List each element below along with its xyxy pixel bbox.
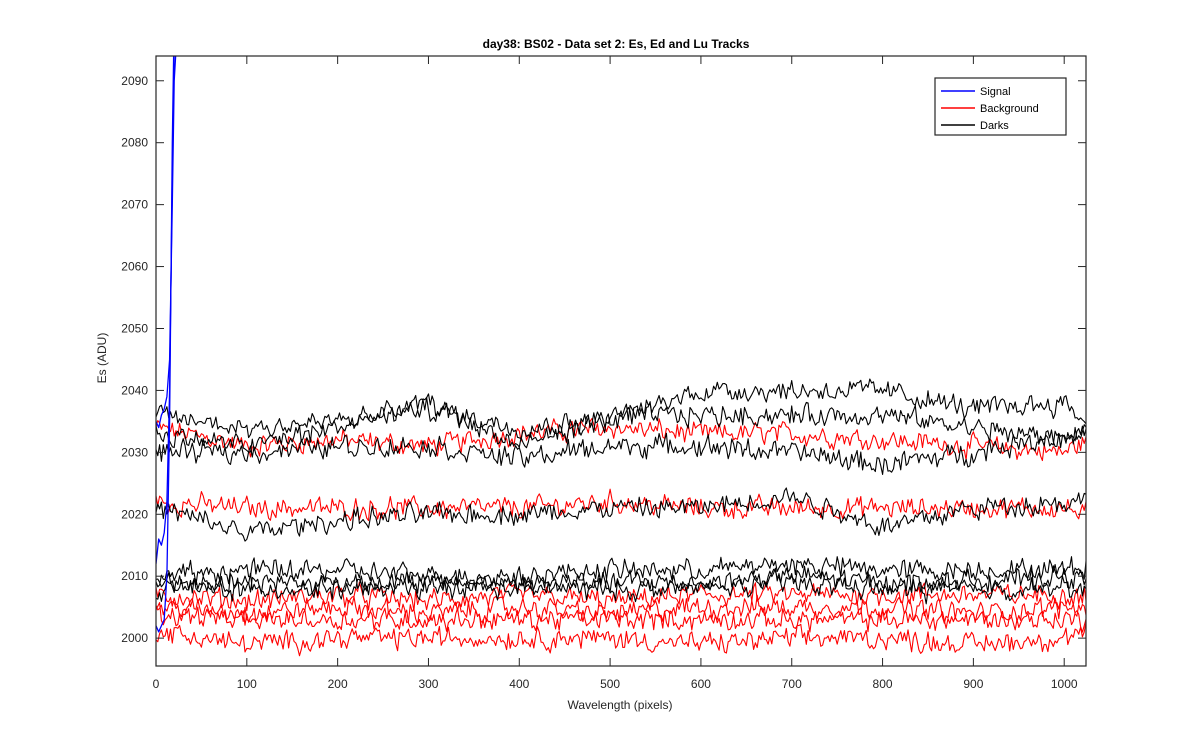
y-tick-label: 2000 — [121, 631, 148, 645]
x-tick-label: 0 — [153, 677, 160, 691]
y-tick-label: 2080 — [121, 136, 148, 150]
legend-label-background: Background — [980, 103, 1039, 115]
plot-frame — [155, 55, 1087, 667]
legend-box — [934, 77, 1067, 136]
y-tick-label: 2070 — [121, 198, 148, 212]
legend: Signal Background Darks — [934, 77, 1067, 136]
series-line-darks-11 — [156, 425, 1086, 475]
y-tick-label: 2050 — [121, 321, 148, 335]
series-line-darks-13 — [156, 556, 1086, 591]
x-tick-label: 300 — [418, 677, 438, 691]
x-tick-label: 200 — [328, 677, 348, 691]
plot-area — [156, 56, 1086, 666]
y-tick-label: 2030 — [121, 445, 148, 459]
legend-label-signal: Signal — [980, 86, 1011, 98]
chart-title: day38: BS02 - Data set 2: Es, Ed and Lu … — [483, 37, 750, 51]
y-axis-label: Es (ADU) — [95, 333, 109, 384]
series-line-signal-0 — [156, 56, 177, 429]
series-line-background-4 — [156, 488, 1086, 522]
ticks-layer: 0 100 200 300 400 500 600 700 800 900 1000 2000 2010… — [121, 56, 1086, 691]
series-line-signal-2 — [156, 56, 175, 633]
series-line-background-5 — [156, 581, 1086, 612]
x-tick-label: 500 — [600, 677, 620, 691]
series-line-darks-12 — [156, 487, 1086, 542]
series-line-background-7 — [156, 602, 1086, 633]
y-tick-label: 2090 — [121, 74, 148, 88]
series-line-background-8 — [156, 622, 1086, 657]
x-tick-label: 100 — [237, 677, 257, 691]
x-tick-label: 400 — [509, 677, 529, 691]
series-layer — [156, 56, 1086, 657]
x-tick-label: 1000 — [1051, 677, 1078, 691]
x-tick-label: 800 — [873, 677, 893, 691]
x-axis-label: Wavelength (pixels) — [568, 698, 673, 712]
y-tick-label: 2010 — [121, 569, 148, 583]
x-tick-label: 600 — [691, 677, 711, 691]
y-tick-label: 2060 — [121, 260, 148, 274]
y-tick-label: 2040 — [121, 383, 148, 397]
series-line-darks-14 — [156, 564, 1086, 596]
legend-label-darks: Darks — [980, 120, 1009, 132]
series-line-darks-9 — [156, 378, 1086, 440]
series-line-darks-10 — [156, 393, 1086, 453]
x-tick-label: 700 — [782, 677, 802, 691]
y-tick-label: 2020 — [121, 507, 148, 521]
series-line-darks-15 — [156, 568, 1086, 605]
x-tick-label: 900 — [963, 677, 983, 691]
series-line-background-6 — [156, 594, 1086, 625]
